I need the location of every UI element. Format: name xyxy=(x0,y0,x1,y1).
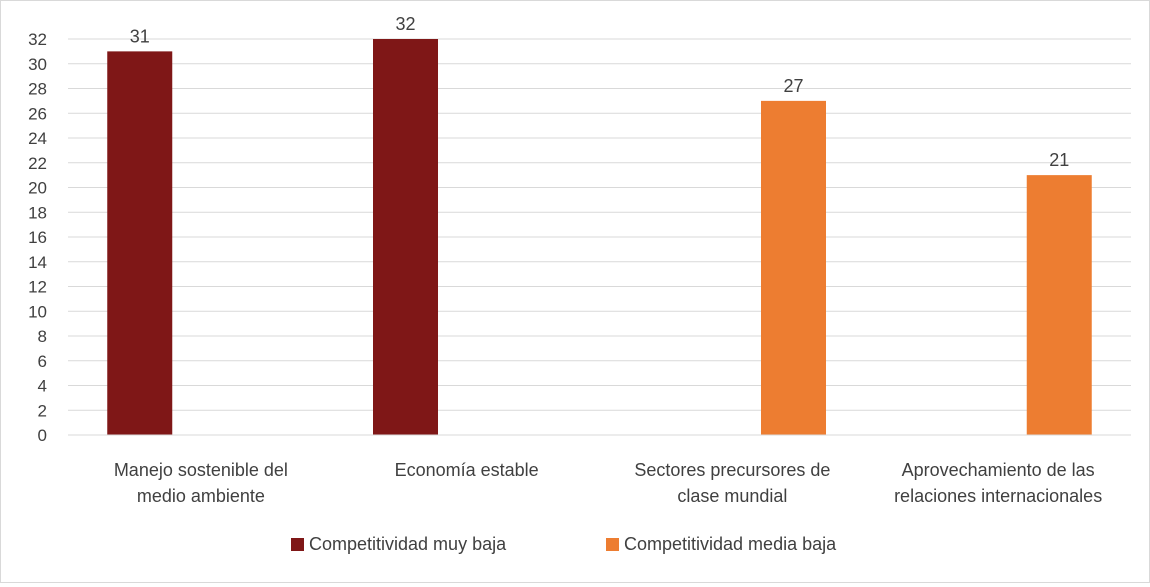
y-tick-label: 16 xyxy=(28,228,47,247)
y-tick-label: 26 xyxy=(28,104,47,123)
y-tick-label: 8 xyxy=(38,327,47,346)
y-tick-label: 18 xyxy=(28,203,47,222)
y-tick-label: 6 xyxy=(38,352,47,371)
data-label: 21 xyxy=(1049,150,1069,170)
legend-label: Competitividad muy baja xyxy=(309,534,507,554)
x-category-label: Economía estable xyxy=(395,460,539,480)
y-tick-label: 24 xyxy=(28,129,47,148)
y-tick-label: 10 xyxy=(28,302,47,321)
y-tick-label: 12 xyxy=(28,278,47,297)
legend-swatch xyxy=(606,538,619,551)
bar xyxy=(107,51,173,435)
y-tick-label: 0 xyxy=(38,426,47,445)
data-labels: 31 32 27 21 xyxy=(130,14,1070,170)
y-tick-label: 2 xyxy=(38,401,47,420)
bar xyxy=(373,39,439,435)
x-category-label: Manejo sostenible del xyxy=(114,460,288,480)
legend: Competitividad muy baja Competitividad me… xyxy=(291,534,837,554)
bar xyxy=(1026,175,1092,435)
x-category-label: clase mundial xyxy=(677,486,787,506)
x-axis-categories: Manejo sostenible del medio ambiente Econo… xyxy=(114,460,1102,506)
bars xyxy=(107,39,1092,435)
y-tick-label: 32 xyxy=(28,30,47,49)
data-label: 31 xyxy=(130,26,150,46)
data-label: 27 xyxy=(783,76,803,96)
y-tick-label: 14 xyxy=(28,253,47,272)
x-category-label: relaciones internacionales xyxy=(894,486,1102,506)
y-tick-label: 20 xyxy=(28,179,47,198)
y-tick-label: 30 xyxy=(28,55,47,74)
y-tick-label: 22 xyxy=(28,154,47,173)
y-tick-label: 28 xyxy=(28,80,47,99)
x-category-label: medio ambiente xyxy=(137,486,265,506)
data-label: 32 xyxy=(395,14,415,34)
x-category-label: Sectores precursores de xyxy=(634,460,830,480)
y-tick-label: 4 xyxy=(38,377,47,396)
x-category-label: Aprovechamiento de las xyxy=(902,460,1095,480)
legend-label: Competitividad media baja xyxy=(624,534,837,554)
bar xyxy=(760,100,826,435)
gridlines xyxy=(68,38,1131,411)
legend-swatch xyxy=(291,538,304,551)
